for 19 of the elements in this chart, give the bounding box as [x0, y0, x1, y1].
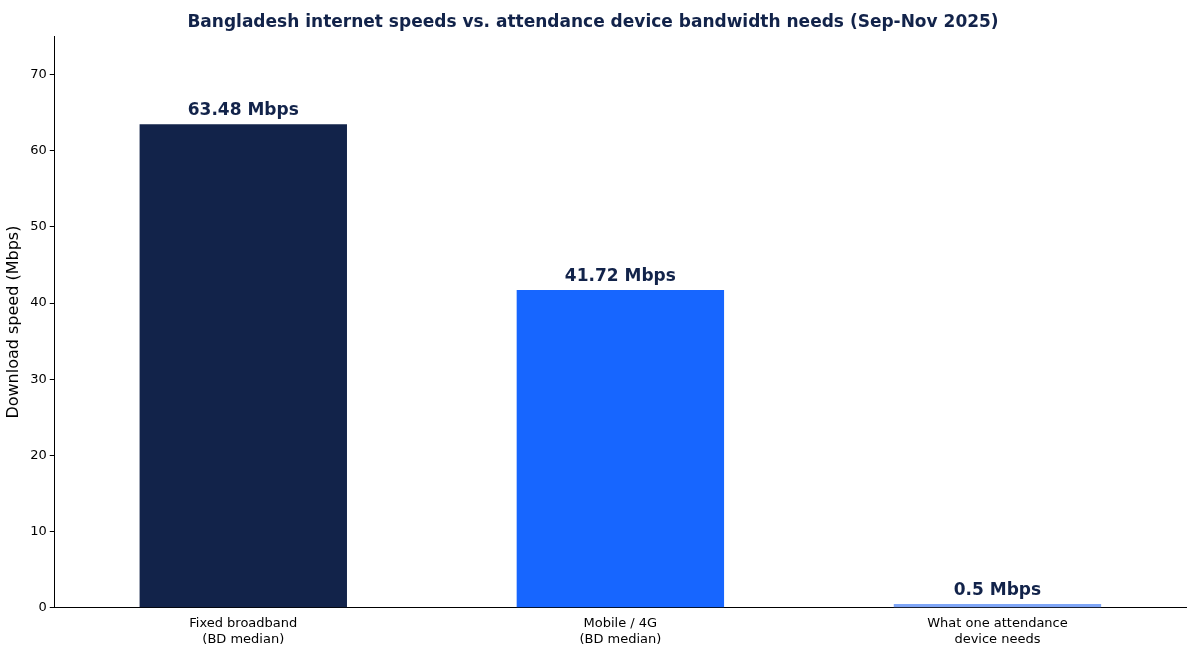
y-tick-label: 20 — [30, 446, 47, 462]
y-tick-label: 0 — [38, 599, 47, 615]
data-label: 41.72 Mbps — [564, 264, 676, 285]
data-label: 63.48 Mbps — [187, 99, 299, 120]
bar — [893, 603, 1102, 608]
y-tick-label: 10 — [30, 522, 47, 538]
y-tick-label: 50 — [30, 218, 47, 234]
chart-title: Bangladesh internet speeds vs. attendance device bandwidth needs (Sep-Nov 2025) — [187, 10, 999, 31]
bar — [139, 124, 347, 608]
x-tick-label: Fixed broadband (BD median) — [189, 614, 298, 646]
y-tick-label: 60 — [30, 142, 47, 158]
y-tick-label: 40 — [30, 294, 47, 310]
data-label: 0.5 Mbps — [953, 578, 1042, 599]
x-tick-label: What one attendance device needs — [927, 614, 1068, 646]
y-tick-label: 30 — [30, 370, 47, 386]
y-axis-title: Download speed (Mbps) — [2, 225, 22, 419]
y-tick-label: 70 — [30, 65, 47, 81]
x-tick-label: Mobile / 4G (BD median) — [579, 614, 662, 646]
bar — [516, 289, 725, 608]
